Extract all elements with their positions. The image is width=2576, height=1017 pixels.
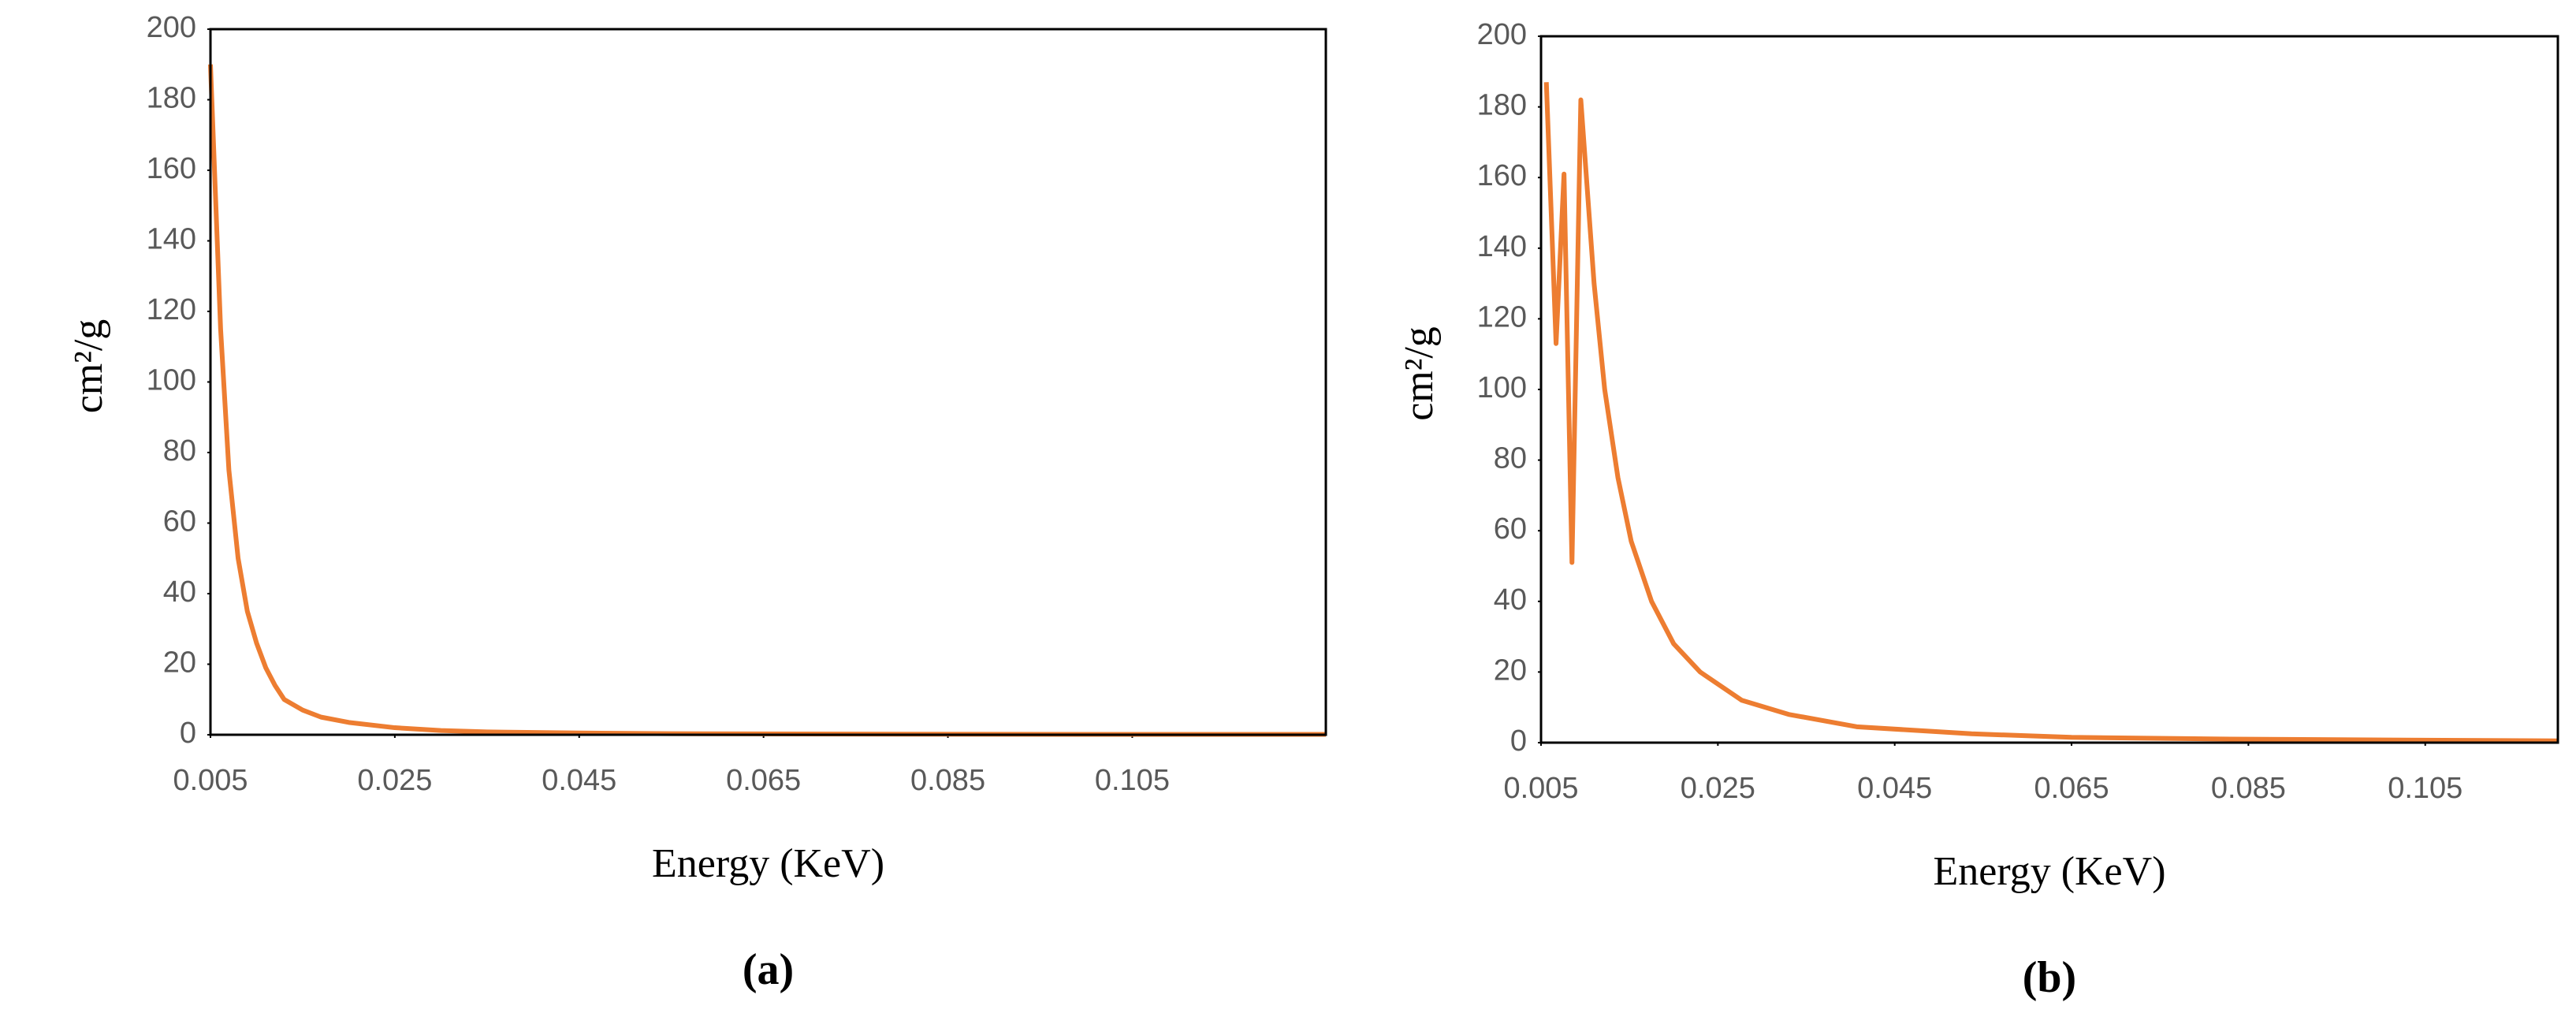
y-tick-label: 60	[163, 505, 196, 538]
y-tick-label: 0	[1510, 725, 1527, 758]
y-tick-label: 140	[147, 223, 196, 256]
y-tick-label: 200	[147, 11, 196, 44]
x-tick-label: 0.105	[2388, 772, 2462, 805]
y-tick-label: 80	[1494, 442, 1527, 475]
x-tick-label: 0.025	[357, 764, 432, 797]
x-tick-label: 0.065	[2034, 772, 2109, 805]
y-axis-label: cm²/g	[1397, 326, 1442, 421]
y-tick-label: 100	[1477, 371, 1527, 404]
data-line	[208, 64, 1326, 737]
x-tick-label: 0.065	[726, 764, 801, 797]
y-tick-label: 120	[147, 293, 196, 326]
caption: (a)	[743, 945, 794, 994]
x-tick-label: 0.045	[1857, 772, 1932, 805]
plot-frame	[209, 28, 1327, 736]
y-tick-label: 140	[1477, 230, 1527, 263]
y-tick-label: 60	[1494, 512, 1527, 546]
y-tick-label: 200	[1477, 18, 1527, 51]
x-tick-label: 0.045	[542, 764, 616, 797]
x-axis-label: Energy (KeV)	[1933, 849, 2165, 894]
y-tick-label: 180	[147, 82, 196, 115]
y-tick-label: 180	[1477, 89, 1527, 122]
y-tick-label: 0	[180, 717, 196, 750]
y-tick-label: 40	[163, 576, 196, 609]
x-tick-label: 0.005	[1503, 772, 1578, 805]
y-tick-label: 20	[163, 646, 196, 680]
x-tick-label: 0.005	[173, 764, 248, 797]
y-tick-label: 120	[1477, 300, 1527, 333]
y-tick-label: 80	[163, 434, 196, 468]
plot-frame	[1539, 35, 2559, 744]
x-axis-label: Energy (KeV)	[652, 841, 884, 886]
y-tick-label: 20	[1494, 654, 1527, 687]
x-tick-label: 0.105	[1095, 764, 1170, 797]
y-tick-label: 40	[1494, 583, 1527, 617]
y-tick-label: 100	[147, 364, 196, 397]
y-tick-label: 160	[147, 152, 196, 185]
caption: (b)	[2023, 953, 2076, 1002]
y-axis-label: cm²/g	[66, 319, 111, 414]
x-tick-label: 0.085	[910, 764, 985, 797]
x-tick-label: 0.085	[2211, 772, 2286, 805]
data-line	[1543, 82, 2559, 743]
x-tick-label: 0.025	[1681, 772, 1755, 805]
y-tick-label: 160	[1477, 159, 1527, 192]
